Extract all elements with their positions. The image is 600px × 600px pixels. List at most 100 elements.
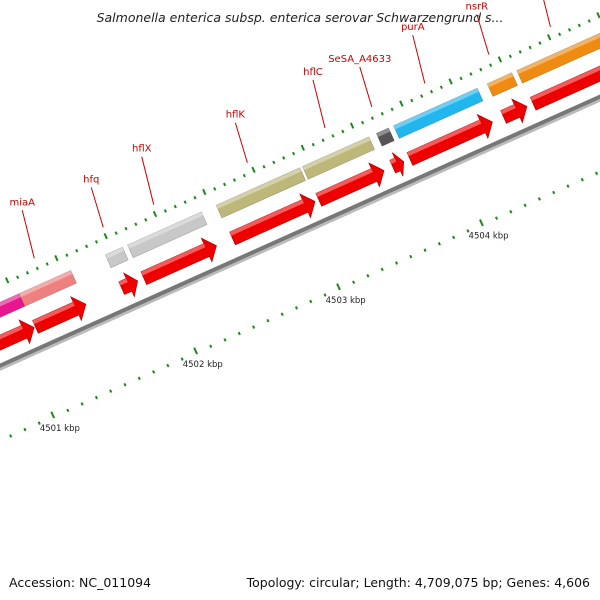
kbp-minor-tick [509, 209, 513, 214]
map-title: Salmonella enterica subsp. enterica sero… [96, 10, 504, 25]
gene-arrow-sheen [229, 199, 304, 236]
gene-label[interactable]: purA [401, 22, 425, 33]
gene-track-tick [321, 138, 325, 143]
kbp-minor-tick [494, 216, 499, 220]
gene-track-tick [124, 226, 128, 231]
gene-label-leader [312, 79, 326, 129]
gene-arrow[interactable] [0, 319, 35, 360]
kbp-minor-tick [166, 363, 170, 368]
gene-track-tick [439, 85, 443, 90]
feature-bar-highlight [302, 136, 371, 171]
gene-track-tick [497, 56, 503, 63]
feature-bar[interactable] [486, 72, 518, 97]
gene-track-tick [596, 12, 600, 19]
gene-arrow[interactable] [32, 296, 87, 334]
feature-bar[interactable] [104, 246, 129, 269]
gene-label[interactable]: hfq [83, 174, 99, 185]
feature-bar-highlight [516, 33, 600, 75]
gene-track-tick [282, 156, 286, 160]
kbp-tick-label: 4502 kbp [183, 360, 223, 370]
gene-track-tick [54, 255, 59, 262]
gene-track-tick [75, 248, 79, 253]
kbp-major-tick [193, 347, 198, 355]
kbp-minor-tick [595, 171, 599, 176]
gene-label[interactable]: hflC [303, 67, 323, 78]
gene-track-tick [5, 277, 10, 284]
gene-track-tick [479, 67, 483, 72]
gene-arrow-sheen [500, 104, 516, 115]
kbp-major-tick [336, 283, 341, 291]
accession-text: Accession: NC_011094 [9, 575, 152, 590]
feature-bar[interactable] [375, 127, 395, 147]
gene-track-tick [558, 32, 562, 37]
feature-bar-highlight [127, 211, 203, 249]
gene-track-tick [518, 50, 522, 54]
kbp-minor-tick [466, 229, 470, 233]
feature-bar[interactable] [516, 31, 600, 84]
gene-track-tick [399, 100, 404, 107]
gene-track-tick [242, 173, 246, 178]
kbp-minor-tick [437, 242, 441, 246]
gene-track-tick [300, 144, 305, 151]
gene-arrow[interactable] [389, 152, 405, 177]
backbone-shadow [0, 97, 600, 371]
kbp-minor-tick [566, 184, 570, 188]
feature-bar[interactable] [393, 87, 484, 139]
gene-track-tick [429, 89, 434, 94]
kbp-minor-tick [423, 248, 427, 252]
gene-track-tick [420, 94, 424, 98]
gene-label[interactable]: SeSA_A4633 [328, 54, 391, 65]
backbone-line [0, 94, 600, 368]
kbp-minor-tick [552, 190, 556, 195]
gene-arrow-sheen [315, 168, 373, 198]
gene-track-tick [114, 231, 118, 235]
feature-bar[interactable] [215, 167, 307, 219]
gene-track-tick [349, 122, 355, 129]
gene-arrow-sheen [389, 158, 397, 164]
gene-label-leader [234, 122, 248, 163]
gene-arrow-sheen [32, 302, 75, 325]
feature-bar-highlight [0, 293, 21, 307]
kbp-minor-tick [66, 408, 70, 413]
gene-arrow-sheen [118, 278, 128, 286]
feature-bar[interactable] [301, 136, 376, 180]
kbp-minor-tick [294, 306, 298, 310]
feature-bar-highlight [105, 247, 125, 259]
gene-track-tick [25, 271, 29, 275]
feature-bar[interactable] [18, 269, 77, 307]
kbp-minor-tick [323, 293, 327, 297]
gene-track-tick [173, 204, 177, 209]
kbp-minor-tick [280, 312, 284, 317]
gene-label[interactable]: miaA [10, 197, 36, 208]
gene-track-tick [528, 45, 532, 50]
gene-label[interactable]: nsrR [466, 1, 489, 12]
kbp-minor-tick [380, 267, 384, 272]
kbp-minor-tick [137, 376, 141, 381]
kbp-minor-tick [94, 395, 98, 400]
gene-label-leader [90, 187, 104, 228]
topology-text: Topology: circular; Length: 4,709,075 bp… [246, 575, 590, 590]
gene-track-tick [134, 222, 138, 226]
gene-track-tick [163, 209, 167, 213]
gene-arrow-sheen [530, 66, 600, 101]
gene-track-tick [223, 182, 227, 187]
gene-label-leader [412, 35, 426, 84]
gene-labels-group: mutLmiaAhfqhflXhflKhflCSeSA_A4633purAnsr… [10, 0, 551, 259]
gene-label[interactable]: hflX [132, 144, 152, 155]
gene-arrow-sheen [140, 243, 206, 276]
gene-label[interactable]: hflK [226, 110, 246, 121]
gene-label-leader [359, 66, 373, 108]
gene-label-leader [543, 0, 551, 27]
kbp-minor-tick [237, 331, 241, 336]
feature-bar[interactable] [127, 211, 208, 259]
kbp-tick-label: 4501 kbp [40, 424, 80, 434]
gene-track-tick [587, 19, 591, 23]
kbp-minor-tick [366, 274, 370, 278]
gene-arrow[interactable] [500, 98, 528, 124]
kbp-tick-label: 4503 kbp [326, 296, 366, 306]
gene-label-leader [21, 210, 35, 259]
kbp-minor-tick [452, 235, 456, 240]
gene-track-tick [45, 262, 49, 266]
